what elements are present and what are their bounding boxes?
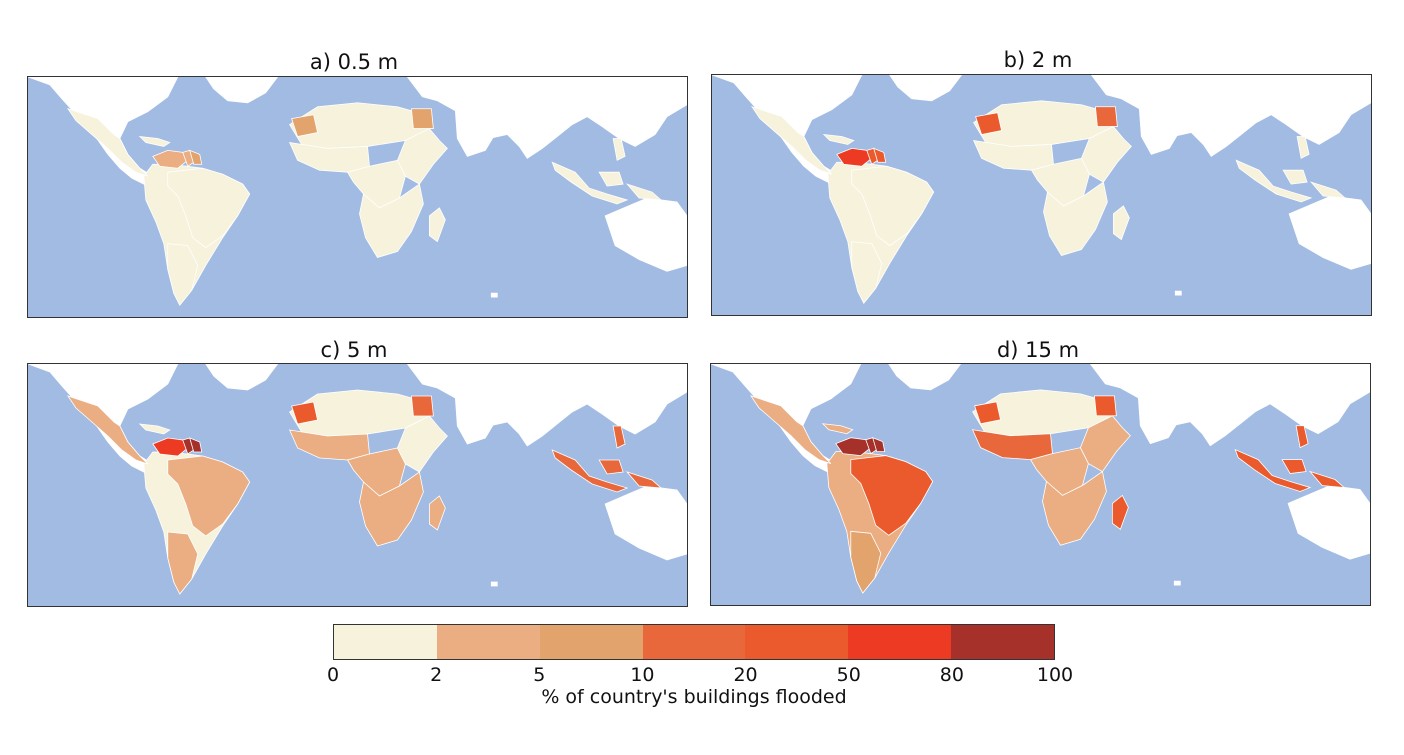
region-madagascar <box>1112 205 1130 241</box>
world-map <box>28 77 687 317</box>
region-indonesia <box>1234 425 1346 492</box>
panel-d-title: d) 15 m <box>996 338 1080 362</box>
region-southafrica <box>359 183 424 258</box>
region-arabia <box>454 397 498 445</box>
region-egypt <box>410 108 434 129</box>
region-madagascar <box>428 207 446 243</box>
region-indonesia <box>551 425 663 493</box>
region-suriname <box>189 149 203 165</box>
region-greenland <box>888 364 962 391</box>
region-mauritania <box>974 401 1002 425</box>
colorbar-segment <box>642 625 746 659</box>
region-argentina <box>851 241 883 304</box>
region-mexico <box>66 107 149 177</box>
map-panel-d <box>710 363 1371 606</box>
region-islands <box>490 292 498 298</box>
colorbar <box>333 624 1055 660</box>
map-panel-a <box>27 76 688 318</box>
colorbar-tick-label: 80 <box>939 664 964 686</box>
world-map <box>711 364 1370 605</box>
region-islands <box>1173 580 1181 586</box>
colorbar-tick-label: 0 <box>326 664 340 686</box>
region-arabia <box>1138 108 1182 155</box>
region-arabia <box>454 110 498 157</box>
region-mexico <box>66 395 149 465</box>
region-caribbean <box>138 423 171 435</box>
colorbar-segment <box>848 625 952 659</box>
colorbar-segment <box>745 625 849 659</box>
colorbar-segment <box>436 625 540 659</box>
region-madagascar <box>1111 494 1129 530</box>
region-caribbean <box>138 135 171 147</box>
region-egypt <box>1093 395 1117 417</box>
region-mauritania <box>291 401 319 425</box>
region-islands <box>1174 290 1182 296</box>
world-map <box>712 75 1371 315</box>
region-southafrica <box>1042 470 1107 546</box>
region-eastafrica <box>397 415 448 473</box>
region-eastafrica <box>1081 126 1132 183</box>
colorbar-segment <box>539 625 643 659</box>
region-indonesia <box>1235 136 1347 203</box>
region-mexico <box>749 395 832 464</box>
region-arabia <box>1137 397 1181 445</box>
region-greenland <box>889 75 963 102</box>
region-egypt <box>1094 106 1118 127</box>
map-panel-b <box>711 74 1372 316</box>
region-eastafrica <box>397 128 448 185</box>
panel-c-title: c) 5 m <box>320 338 388 362</box>
region-eastafrica <box>1080 415 1131 473</box>
region-suriname <box>873 147 887 163</box>
panel-b-title: b) 2 m <box>1003 48 1073 72</box>
region-southafrica <box>359 471 424 547</box>
region-greenland <box>205 364 279 391</box>
region-brazil <box>167 455 251 537</box>
region-indonesia <box>551 138 663 205</box>
colorbar-segment <box>951 625 1055 659</box>
world-map <box>28 364 687 606</box>
region-caribbean <box>822 133 855 145</box>
region-argentina <box>167 243 199 306</box>
colorbar-segment <box>334 625 437 659</box>
map-panel-c <box>27 363 688 607</box>
region-mauritania <box>291 114 319 137</box>
region-suriname <box>189 437 203 453</box>
colorbar-tick-label: 20 <box>733 664 758 686</box>
colorbar-tick-label: 2 <box>430 664 443 686</box>
colorbar-tick-label: 50 <box>836 664 861 686</box>
region-argentina <box>850 530 882 594</box>
region-brazil <box>850 455 934 536</box>
region-madagascar <box>428 495 446 531</box>
region-mexico <box>750 105 833 175</box>
region-mauritania <box>975 112 1003 135</box>
region-brazil <box>167 167 251 249</box>
colorbar-tick-label: 5 <box>533 664 546 686</box>
region-egypt <box>410 395 434 417</box>
colorbar-tick-label: 100 <box>1036 664 1074 686</box>
colorbar-tick-label: 10 <box>630 664 655 686</box>
region-brazil <box>851 165 935 247</box>
panel-a-title: a) 0.5 m <box>309 50 399 74</box>
region-greenland <box>205 77 279 104</box>
region-caribbean <box>821 423 854 435</box>
region-southafrica <box>1043 181 1108 256</box>
region-islands <box>490 581 498 587</box>
region-suriname <box>872 437 886 453</box>
colorbar-label: % of country's buildings flooded <box>541 686 847 708</box>
region-argentina <box>167 531 199 595</box>
